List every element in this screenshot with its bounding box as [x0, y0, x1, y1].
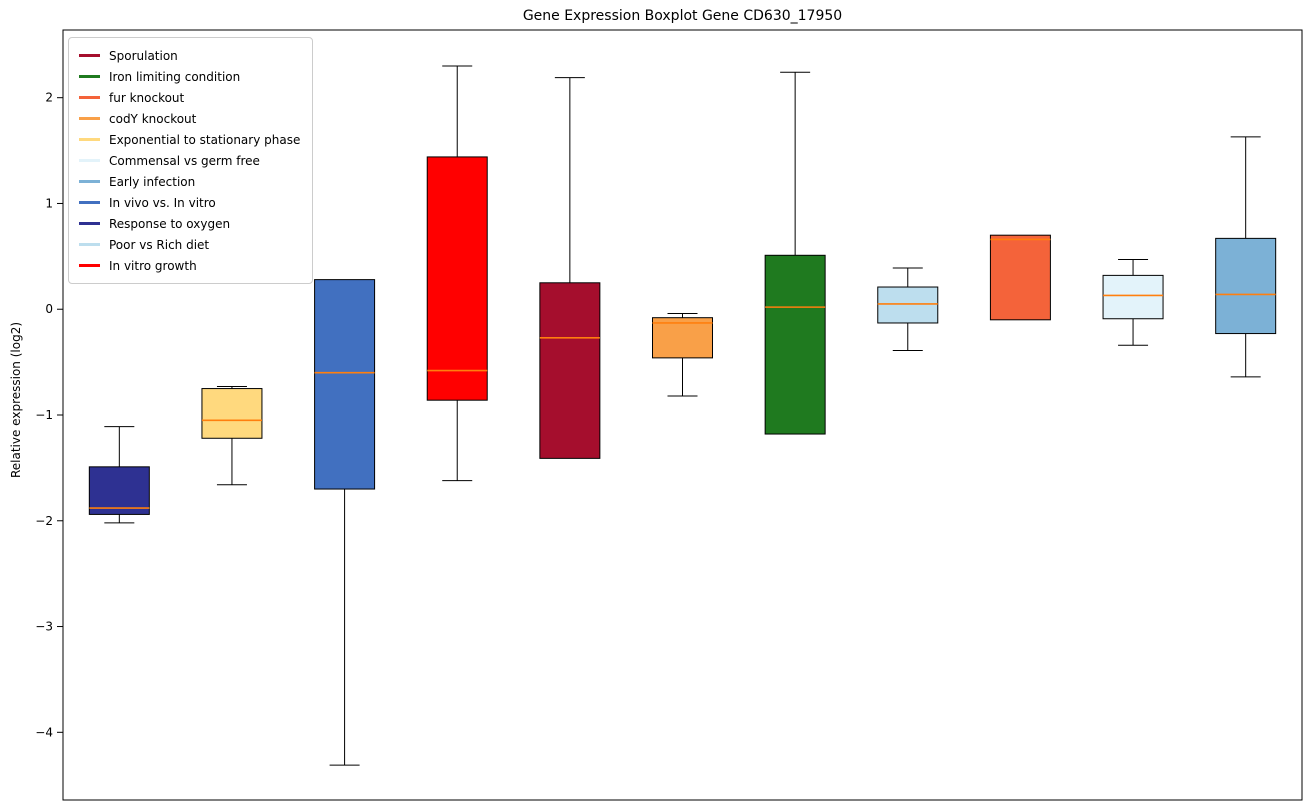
- iqr-box: [314, 279, 376, 490]
- legend-label: codY knockout: [109, 111, 197, 126]
- legend-item: Sporulation: [79, 45, 300, 66]
- boxplot-box: [201, 385, 263, 486]
- legend-label: Early infection: [109, 174, 196, 189]
- iqr-box: [1215, 237, 1277, 335]
- chart-title: Gene Expression Boxplot Gene CD630_17950: [522, 8, 843, 24]
- y-tick-label: 1: [45, 196, 53, 210]
- legend-label: Commensal vs germ free: [109, 153, 260, 168]
- legend: Sporulation Iron limiting condition fur kn…: [68, 37, 314, 284]
- legend-item: In vivo vs. In vitro: [79, 192, 300, 213]
- boxplot-box: [877, 267, 939, 351]
- legend-swatch: [79, 201, 100, 204]
- y-tick-label: −1: [35, 408, 53, 422]
- iqr-box: [539, 282, 601, 459]
- legend-swatch: [79, 222, 100, 225]
- legend-swatch: [79, 243, 100, 246]
- y-tick-label: −3: [35, 620, 53, 634]
- iqr-box: [426, 156, 488, 401]
- boxplot-box: [88, 426, 150, 524]
- legend-label: Response to oxygen: [109, 216, 231, 231]
- legend-label: Poor vs Rich diet: [109, 237, 210, 252]
- boxplot-box: [426, 65, 488, 482]
- legend-swatch: [79, 138, 100, 141]
- legend-label: In vivo vs. In vitro: [109, 195, 216, 210]
- legend-item: codY knockout: [79, 108, 300, 129]
- iqr-box: [764, 254, 826, 435]
- legend-label: Sporulation: [109, 48, 178, 63]
- legend-item: Commensal vs germ free: [79, 150, 300, 171]
- legend-swatch: [79, 264, 100, 267]
- legend-label: fur knockout: [109, 90, 185, 105]
- iqr-box: [877, 286, 939, 324]
- boxplot-box: [1215, 136, 1277, 378]
- legend-label: In vitro growth: [109, 258, 197, 273]
- y-tick-label: −2: [35, 514, 53, 528]
- y-tick-label: −4: [35, 725, 53, 739]
- legend-item: Iron limiting condition: [79, 66, 300, 87]
- y-tick-label: 2: [45, 91, 53, 105]
- boxplot-box: [652, 312, 713, 397]
- legend-swatch: [79, 75, 100, 78]
- y-tick-label: 0: [45, 302, 53, 316]
- legend-item: Exponential to stationary phase: [79, 129, 300, 150]
- legend-item: fur knockout: [79, 87, 300, 108]
- legend-item: In vitro growth: [79, 255, 300, 276]
- legend-swatch: [79, 96, 100, 99]
- legend-item: Response to oxygen: [79, 213, 300, 234]
- iqr-box: [1102, 274, 1164, 320]
- legend-swatch: [79, 180, 100, 183]
- legend-item: Poor vs Rich diet: [79, 234, 300, 255]
- boxplot-box: [314, 279, 376, 766]
- legend-label: Iron limiting condition: [109, 69, 241, 84]
- legend-item: Early infection: [79, 171, 300, 192]
- legend-swatch: [79, 54, 100, 57]
- legend-swatch: [79, 159, 100, 162]
- boxplot-box: [1102, 259, 1164, 346]
- iqr-box: [201, 388, 263, 439]
- boxplot-box: [539, 77, 601, 459]
- boxplot-box: [764, 71, 826, 435]
- iqr-box: [652, 317, 713, 359]
- boxplot-box: [989, 234, 1051, 321]
- iqr-box: [88, 466, 150, 515]
- legend-swatch: [79, 117, 100, 120]
- iqr-box: [989, 234, 1051, 321]
- legend-label: Exponential to stationary phase: [109, 132, 301, 147]
